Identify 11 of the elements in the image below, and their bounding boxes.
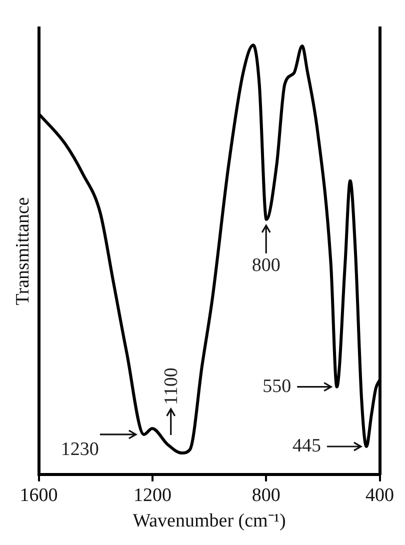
x-tick-label: 1200 — [133, 484, 172, 506]
annotation: 445 — [292, 435, 321, 456]
annotation: 800 — [252, 254, 280, 276]
annotation: 550 — [262, 376, 292, 397]
y-axis-title: Transmittance — [12, 197, 34, 306]
annotation: 1100 — [160, 368, 182, 405]
x-tick-label: 400 — [366, 484, 394, 506]
x-axis-title: Wavenumber (cm⁻¹) — [132, 510, 286, 532]
x-tick-label: 800 — [252, 484, 280, 506]
annotation: 1230 — [60, 438, 99, 460]
x-tick-label: 1600 — [20, 484, 58, 506]
